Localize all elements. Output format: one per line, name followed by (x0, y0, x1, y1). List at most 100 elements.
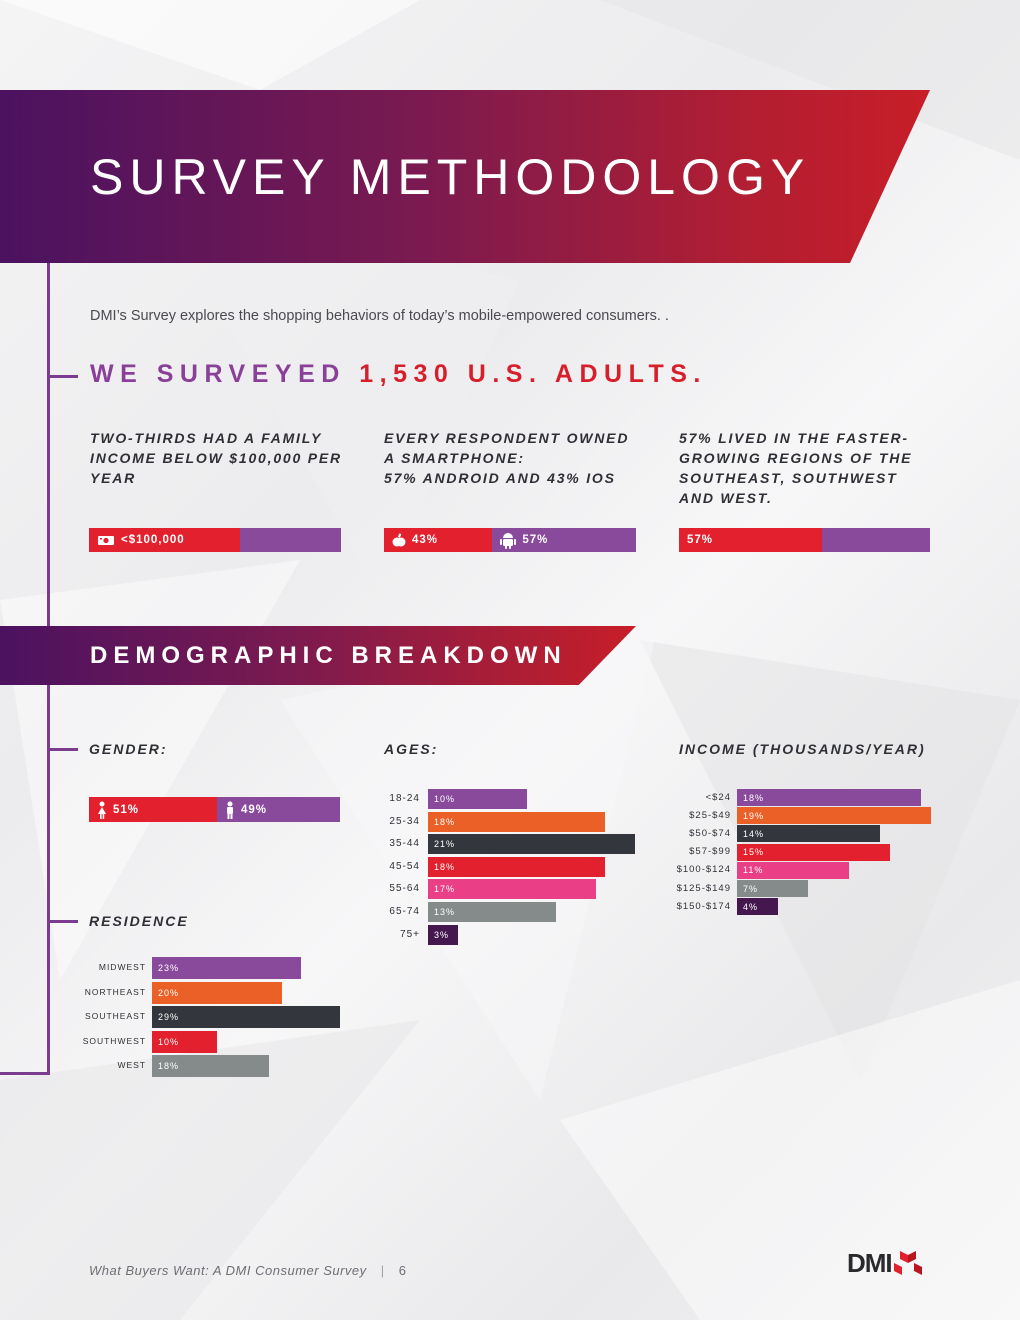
segment-label: 57% (522, 534, 549, 546)
income-value: 11% (743, 865, 764, 876)
residence-label: WEST (117, 1060, 146, 1071)
fact-line: A SMARTPHONE: (384, 450, 525, 466)
residence-value: 10% (158, 1036, 180, 1047)
residence-bar: 23% (152, 957, 302, 979)
income-label: <$24 (705, 791, 731, 803)
footer-separator: | (380, 1263, 385, 1278)
fact-line: AND WEST. (679, 490, 773, 506)
fact-line: EVERY RESPONDENT OWNED (384, 430, 630, 446)
residence-bar: 10% (152, 1030, 217, 1053)
timeline-end-tick (0, 1072, 50, 1075)
income-bar: 7% (737, 880, 809, 897)
surveyed-highlight: 1,530 U.S. ADULTS. (359, 360, 707, 388)
page-title: SURVEY METHODOLOGY (90, 149, 811, 205)
age-bar: 3% (428, 924, 458, 945)
income-split-bar: <$100,000 (89, 528, 341, 552)
gender-split-bar: 51% 49% (89, 797, 340, 822)
age-label: 35-44 (389, 838, 420, 850)
age-label: 75+ (400, 928, 420, 940)
residence-bar: 18% (152, 1055, 269, 1078)
fact-line: 57% LIVED IN THE FASTER- (679, 430, 909, 446)
fact-line: 57% ANDROID AND 43% IOS (384, 470, 616, 486)
income-value: 15% (743, 847, 765, 858)
residence-label: NORTHEAST (84, 986, 146, 997)
income-over-100k-segment (240, 528, 341, 552)
income-value: 14% (743, 828, 765, 839)
demographic-banner (0, 626, 636, 685)
timeline-tick (50, 920, 78, 923)
income-bar: 19% (737, 807, 931, 825)
income-value: 19% (743, 810, 765, 821)
age-value: 3% (434, 929, 450, 940)
age-value: 21% (434, 839, 456, 850)
intro-text: DMI’s Survey explores the shopping behav… (90, 308, 669, 324)
residence-bar: 20% (152, 981, 282, 1004)
female-segment: 51% (89, 797, 217, 822)
age-bar: 21% (428, 834, 635, 855)
header-banner (0, 90, 930, 263)
logo-text: DMI (847, 1248, 893, 1278)
ios-segment: 43% (384, 528, 493, 552)
fact-smartphone: EVERY RESPONDENT OWNED A SMARTPHONE: 57%… (384, 428, 654, 488)
timeline-line-top (47, 263, 50, 626)
age-value: 18% (434, 861, 456, 872)
page-number: 6 (398, 1263, 407, 1278)
android-segment: 57% (492, 528, 636, 552)
smartphone-split-bar: 43% 57% (384, 528, 636, 552)
income-heading: INCOME (THOUSANDS/YEAR) (679, 741, 926, 757)
age-label: 55-64 (389, 883, 420, 895)
fact-line: SOUTHEAST, SOUTHWEST (679, 470, 898, 486)
income-label: $125-$149 (676, 882, 731, 894)
income-label: $57-$99 (689, 846, 731, 858)
age-value: 18% (434, 816, 456, 827)
residence-label: SOUTHEAST (85, 1011, 146, 1022)
age-bar: 18% (428, 856, 606, 877)
segment-label: 49% (241, 803, 268, 816)
surveyed-prefix: WE SURVEYED (90, 360, 346, 388)
timeline-tick (50, 748, 78, 751)
income-bar: 4% (737, 898, 778, 916)
income-bar: 11% (737, 861, 850, 879)
age-label: 65-74 (389, 906, 420, 917)
age-bar: 17% (428, 879, 596, 900)
segment-label: 57% (687, 534, 714, 546)
residence-bar: 29% (152, 1006, 340, 1029)
male-icon (227, 801, 233, 819)
residence-label: MIDWEST (98, 962, 146, 972)
income-label: $100-$124 (676, 864, 731, 876)
income-label: $150-$174 (676, 900, 731, 912)
fact-line: INCOME BELOW $100,000 PER (90, 450, 342, 466)
income-label: $50-$74 (689, 827, 731, 839)
income-bar: 18% (737, 789, 921, 806)
gender-heading: GENDER: (89, 741, 168, 757)
money-icon (98, 536, 114, 545)
male-segment: 49% (217, 797, 340, 822)
timeline-line-bottom (47, 685, 50, 1075)
logo-mark-icon (893, 1250, 922, 1275)
timeline-tick (50, 375, 78, 378)
ages-heading: AGES: (384, 741, 439, 757)
other-regions-segment (822, 528, 930, 552)
age-label: 25-34 (389, 815, 420, 827)
fact-line: GROWING REGIONS OF THE (679, 450, 913, 466)
age-bar: 18% (428, 811, 606, 832)
income-label: $25-$49 (689, 809, 731, 821)
growing-regions-segment: 57% (679, 528, 823, 552)
age-value: 10% (434, 794, 456, 804)
residence-value: 23% (158, 963, 180, 973)
dmi-logo: DMI (847, 1248, 924, 1279)
segment-label: 51% (113, 803, 140, 816)
residence-value: 29% (158, 1012, 180, 1023)
age-bar: 13% (428, 902, 557, 922)
surveyed-heading: WE SURVEYED 1,530 U.S. ADULTS. (90, 360, 707, 389)
residence-heading: RESIDENCE (89, 913, 189, 929)
fact-line: TWO-THIRDS HAD A FAMILY (90, 430, 323, 446)
income-value: 18% (743, 792, 765, 803)
fact-region: 57% LIVED IN THE FASTER- GROWING REGIONS… (679, 428, 949, 508)
fact-line: YEAR (90, 470, 137, 486)
income-value: 4% (743, 901, 759, 912)
android-icon (500, 533, 517, 549)
age-bar: 10% (428, 789, 527, 809)
fact-income: TWO-THIRDS HAD A FAMILY INCOME BELOW $10… (90, 428, 360, 488)
residence-value: 18% (158, 1061, 180, 1072)
